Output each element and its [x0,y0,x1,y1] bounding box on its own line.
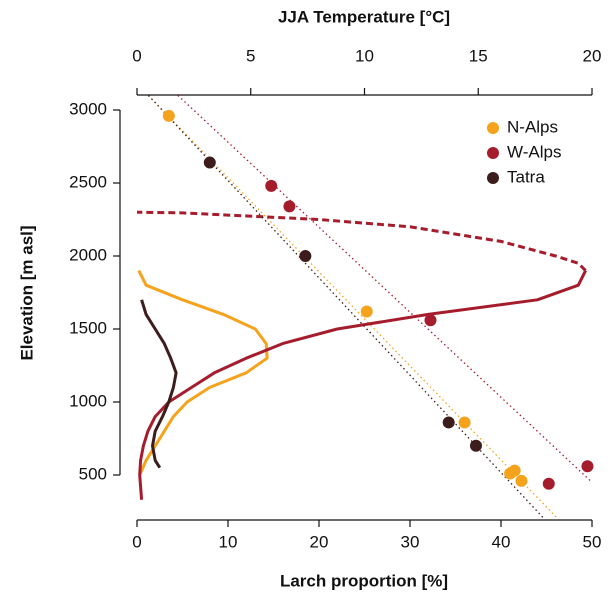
y-tick-label: 3000 [69,99,107,118]
larch-curve [137,269,269,476]
x2-tick-label: 0 [132,46,141,65]
x2-tick-label: 15 [469,46,488,65]
temp-point [162,109,175,122]
plot-area [136,95,594,520]
y-tick-label: 1000 [69,391,107,410]
legend-marker [487,172,499,184]
temp-point [515,474,528,487]
x-tick-label: 30 [401,532,420,551]
legend-marker [487,147,499,159]
y-tick-label: 2000 [69,245,107,264]
temp-point [508,464,521,477]
x-axis-title: Larch proportion [%] [280,571,448,590]
temp-point [442,416,455,429]
x-tick-label: 10 [219,532,238,551]
x2-tick-label: 10 [355,46,374,65]
legend-label: W-Alps [507,142,561,161]
x2-tick-label: 20 [583,46,602,65]
fit-line [147,95,559,520]
temp-point [299,250,312,262]
larch-curve [138,269,587,500]
temp-point [542,477,555,490]
temp-point [203,156,216,169]
temp-point [469,439,482,452]
temp-point [581,460,594,473]
legend-label: N-Alps [507,117,558,136]
temp-point [360,305,373,318]
larch-curve-dashed [136,210,587,272]
x-tick-label: 40 [492,532,511,551]
y-tick-label: 1500 [69,318,107,337]
y-tick-label: 500 [79,464,107,483]
top-axis-title: JJA Temperature [°C] [278,7,450,26]
legend-marker [487,122,499,134]
temp-point [458,416,471,429]
x2-tick-label: 5 [246,46,255,65]
temp-point [424,314,437,327]
x-tick-label: 0 [132,532,141,551]
temp-point [283,200,296,213]
y-tick-label: 2500 [69,172,107,191]
x-tick-label: 50 [583,532,602,551]
x-tick-label: 20 [310,532,329,551]
y-axis-title: Elevation [m asl] [17,225,36,360]
larch-curve [140,299,178,469]
legend-label: Tatra [507,167,545,186]
temp-point [265,179,278,192]
